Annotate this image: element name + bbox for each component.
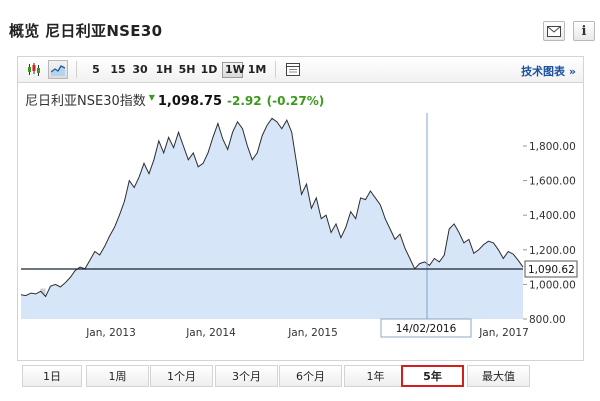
price-change: -2.92 [227, 94, 262, 108]
crosshair-date-label: 14/02/2016 [396, 323, 457, 335]
header: 概览 尼日利亚NSE30 i [0, 0, 600, 48]
price-area [21, 118, 523, 319]
range-button[interactable]: 1个月 [150, 365, 213, 387]
range-button[interactable]: 5年 [401, 365, 464, 387]
range-button[interactable]: 1日 [22, 365, 82, 387]
x-axis-label: Jan, 2017 [478, 327, 529, 339]
quote-line: 尼日利亚NSE30指数 ▼ 1,098.75 -2.92 (-0.27%) [25, 90, 324, 109]
range-selector: 1日 1周 1个月 3个月 6个月 1年 5年 最大值 [17, 363, 584, 390]
timeframe-30[interactable]: 30 [132, 63, 148, 76]
timeframe-1m[interactable]: 1M [247, 63, 267, 76]
x-axis-label: Jan, 2013 [85, 327, 136, 339]
chart-settings-button[interactable] [283, 60, 303, 79]
x-axis-label: Jan, 2015 [287, 327, 338, 339]
page-title: 概览 尼日利亚NSE30 [9, 22, 163, 40]
range-button[interactable]: 6个月 [279, 365, 342, 387]
price-chart[interactable]: Investing.com 800.001,000.001,200.001,40… [18, 83, 585, 361]
candlestick-chart-button[interactable] [24, 60, 44, 79]
timeframe-5[interactable]: 5 [92, 63, 100, 76]
price-line [20, 117, 524, 298]
area-chart-icon [51, 64, 65, 76]
range-button[interactable]: 最大值 [467, 365, 530, 387]
price-change-percent: (-0.27%) [266, 94, 325, 108]
timeframe-1w[interactable]: 1W [222, 62, 245, 78]
current-price-tag: 1,090.62 [524, 260, 578, 278]
y-axis-label: 800.00 [529, 314, 566, 326]
down-arrow-icon: ▼ [148, 93, 155, 102]
email-button[interactable] [543, 21, 565, 41]
timeframe-15[interactable]: 15 [110, 63, 126, 76]
current-price-tag-label: 1,090.62 [528, 264, 575, 276]
y-axis-label: 1,200.00 [529, 245, 576, 257]
instrument-name: 尼日利亚NSE30指数 [25, 94, 146, 109]
timeframe-5h[interactable]: 5H [178, 63, 196, 76]
window-settings-icon [286, 63, 300, 76]
crosshair-date-tag: 14/02/2016 [380, 318, 472, 338]
toolbar-divider [76, 61, 77, 78]
toolbar-divider [275, 61, 276, 78]
y-axis-label: 1,000.00 [529, 279, 576, 291]
info-button[interactable]: i [573, 21, 595, 41]
timeframe-1d[interactable]: 1D [200, 63, 218, 76]
y-axis-label: 1,600.00 [529, 176, 576, 188]
info-icon: i [581, 23, 587, 39]
y-axis-label: 1,400.00 [529, 210, 576, 222]
timeframe-1h[interactable]: 1H [155, 63, 173, 76]
range-button[interactable]: 3个月 [215, 365, 278, 387]
range-button[interactable]: 1周 [86, 365, 149, 387]
candlestick-icon [28, 63, 40, 76]
area-chart-button[interactable] [48, 60, 68, 79]
chart-panel: 尼日利亚NSE30指数▼1,098.75-2.92(-0.27%) Invest… [17, 83, 584, 361]
envelope-icon [547, 25, 561, 37]
technical-chart-link[interactable]: 技术图表 » [521, 65, 576, 78]
y-axis-label: 1,800.00 [529, 141, 576, 153]
last-price: 1,098.75 [157, 94, 223, 109]
range-button[interactable]: 1年 [344, 365, 407, 387]
chart-toolbar: 5 15 30 1H 5H 1D 1W 1M 技术图表 » [17, 56, 584, 83]
x-axis-label: Jan, 2014 [185, 327, 236, 339]
